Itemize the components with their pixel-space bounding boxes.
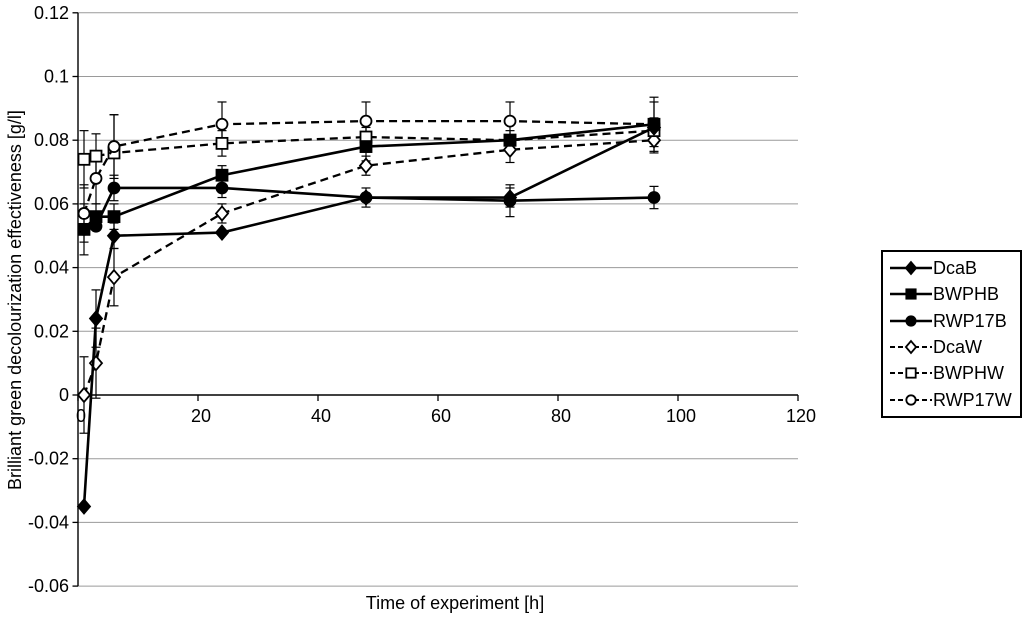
- marker-RWP17B: [77, 222, 91, 236]
- marker-BWPHW: [215, 136, 229, 150]
- marker-BWPHB: [359, 140, 373, 153]
- marker-DcaW: [358, 157, 374, 175]
- legend-label: DcaB: [933, 258, 978, 279]
- marker-RWP17B: [359, 191, 373, 204]
- marker-RWP17B: [89, 219, 103, 233]
- marker-DcaB: [88, 310, 104, 327]
- marker-BWPHB-legend: [905, 288, 917, 301]
- legend-item-DcaW: DcaW: [890, 338, 1018, 356]
- marker-DcaB: [76, 498, 92, 515]
- marker-BWPHW: [77, 152, 91, 166]
- y-tick-label: -0.06: [28, 576, 69, 596]
- marker-BWPHB: [503, 133, 517, 147]
- legend-marker-diamond-filled: [890, 260, 932, 276]
- legend-item-BWPHB: BWPHB: [890, 285, 1018, 303]
- y-tick-label: 0.06: [34, 194, 69, 214]
- marker-BWPHB: [647, 117, 661, 131]
- marker-DcaW: [214, 205, 230, 222]
- marker-DcaW: [76, 386, 92, 404]
- legend-item-RWP17B: RWP17B: [890, 312, 1018, 330]
- legend-label: BWPHW: [933, 363, 1004, 384]
- legend-label: RWP17W: [933, 389, 1012, 410]
- marker-DcaB-legend: [904, 260, 918, 276]
- series-line-DcaB: [82, 126, 655, 507]
- y-tick-label: 0.08: [34, 130, 69, 150]
- y-tick-label: 0.1: [44, 67, 69, 87]
- x-tick-label: 40: [311, 406, 331, 426]
- legend-item-DcaB: DcaB: [890, 259, 1018, 277]
- marker-RWP17W-legend: [905, 394, 917, 406]
- y-tick-label: -0.02: [28, 449, 69, 469]
- legend: DcaB BWPHB RWP17B DcaW BWPHW RWP17W: [881, 250, 1022, 418]
- marker-RWP17W: [89, 172, 103, 185]
- marker-DcaW-legend: [904, 339, 918, 355]
- x-tick-label: 20: [191, 406, 211, 426]
- legend-marker-circle-filled: [890, 315, 932, 327]
- legend-marker-diamond-open: [890, 339, 932, 355]
- legend-marker-square-filled: [890, 288, 932, 301]
- x-axis-title: Time of experiment [h]: [365, 593, 545, 613]
- y-tick-label: 0.12: [34, 3, 69, 23]
- marker-RWP17W: [215, 117, 229, 131]
- x-tick-label: 0: [76, 406, 86, 426]
- marker-DcaW: [106, 268, 122, 286]
- legend-item-BWPHW: BWPHW: [890, 364, 1018, 382]
- marker-RWP17W: [77, 207, 91, 220]
- marker-BWPHW: [89, 149, 103, 163]
- marker-BWPHW-legend: [905, 367, 917, 380]
- marker-RWP17B: [503, 194, 517, 208]
- series-DcaB: [76, 119, 662, 515]
- marker-RWP17W: [503, 114, 517, 128]
- marker-BWPHB: [215, 168, 229, 182]
- y-tick-label: 0: [59, 385, 69, 405]
- series-RWP17B: [77, 181, 661, 236]
- y-tick-label: 0.04: [34, 258, 69, 278]
- x-tick-label: 60: [431, 406, 451, 426]
- legend-marker-circle-open: [890, 394, 932, 406]
- legend-label: DcaW: [933, 337, 982, 358]
- marker-DcaB: [106, 227, 122, 245]
- x-tick-label: 120: [786, 406, 816, 426]
- marker-RWP17B: [107, 181, 121, 195]
- marker-RWP17W: [107, 140, 121, 153]
- x-tick-label: 80: [551, 406, 571, 426]
- marker-BWPHB: [107, 210, 121, 224]
- marker-RWP17B: [215, 181, 229, 195]
- marker-RWP17W: [359, 114, 373, 128]
- marker-RWP17B: [647, 191, 661, 204]
- legend-marker-square-open: [890, 367, 932, 380]
- x-tick-label: 100: [666, 406, 696, 426]
- y-tick-label: 0.02: [34, 321, 69, 341]
- y-tick-label: -0.04: [28, 512, 69, 532]
- y-axis-title: Brilliant green decolourization effectiv…: [5, 110, 25, 490]
- legend-item-RWP17W: RWP17W: [890, 391, 1018, 409]
- legend-label: RWP17B: [933, 310, 1007, 331]
- marker-DcaB: [214, 224, 230, 241]
- legend-label: BWPHB: [933, 284, 1000, 305]
- marker-RWP17B-legend: [905, 315, 917, 327]
